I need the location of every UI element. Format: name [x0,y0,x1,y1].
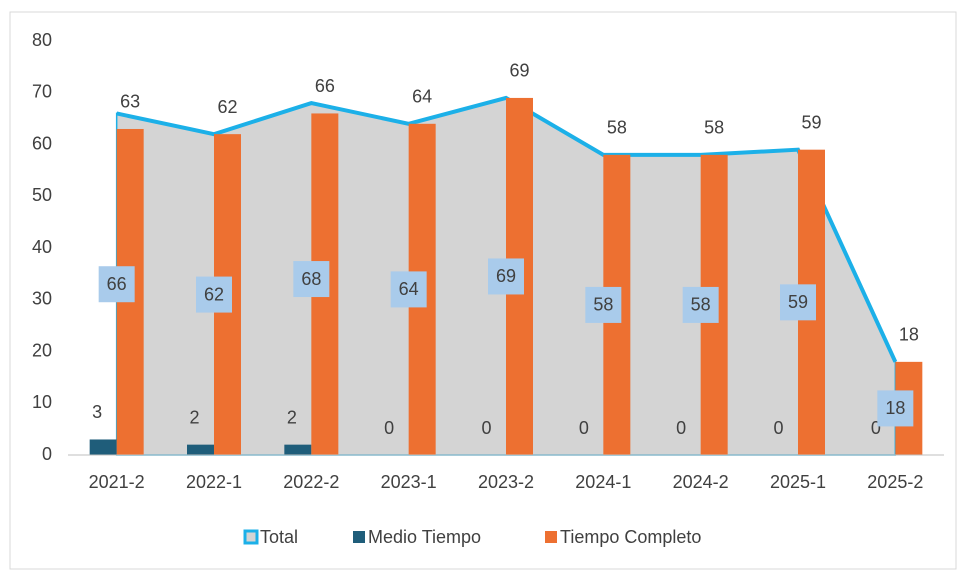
x-tick-label: 2022-1 [186,472,242,492]
data-label: 18 [899,325,919,345]
x-tick-label: 2025-1 [770,472,826,492]
total-label-box [877,390,914,427]
total-label-box [98,266,135,303]
x-tick-label: 2024-2 [673,472,729,492]
total-label: 18 [885,398,905,418]
x-tick-label: 2025-2 [867,472,923,492]
y-tick-label: 40 [32,237,52,257]
bar [284,444,312,455]
data-label: 58 [704,118,724,138]
x-tick-label: 2023-1 [381,472,437,492]
data-label: 66 [315,76,335,96]
data-label: 59 [801,112,821,132]
data-label: 63 [120,92,140,112]
y-tick-label: 50 [32,185,52,205]
bar [187,444,214,455]
y-tick-label: 70 [32,82,52,102]
total-label-box [390,271,427,308]
data-label: 2 [189,407,199,427]
total-label-box [488,258,524,295]
data-label: 69 [509,61,529,81]
total-label: 69 [496,266,516,286]
y-tick-label: 0 [42,444,52,464]
total-label: 68 [301,269,321,289]
data-label: 3 [92,402,102,422]
total-label: 58 [593,295,613,315]
data-label: 62 [217,97,237,117]
data-label: 2 [287,407,297,427]
data-label: 0 [773,418,783,438]
y-tick-label: 20 [32,340,52,360]
total-label-box [682,286,719,323]
x-tick-label: 2022-2 [283,472,339,492]
legend-label: Medio Tiempo [368,527,481,547]
legend-swatch [545,531,557,543]
y-tick-label: 30 [32,289,52,309]
legend-label: Tiempo Completo [560,527,701,547]
total-label-box [780,284,816,321]
total-label-box [293,261,330,298]
total-label: 62 [204,284,224,304]
y-tick-label: 80 [32,30,52,50]
total-label-box [196,276,232,313]
data-label: 0 [676,418,686,438]
x-tick-label: 2021-2 [89,472,145,492]
x-tick-label: 2023-2 [478,472,534,492]
data-label: 0 [481,418,491,438]
data-label: 0 [871,418,881,438]
legend-label: Total [260,527,298,547]
total-label: 59 [788,292,808,312]
total-label-box [585,286,622,323]
data-label: 58 [607,118,627,138]
data-label: 64 [412,87,432,107]
legend-swatch [243,529,259,545]
total-label: 58 [691,295,711,315]
data-label: 0 [579,418,589,438]
y-tick-label: 10 [32,392,52,412]
x-tick-label: 2024-1 [575,472,631,492]
total-label: 64 [399,279,419,299]
bar [89,439,117,455]
legend-swatch [353,531,365,543]
total-label: 66 [107,274,127,294]
chart-border [9,11,957,570]
data-label: 0 [384,418,394,438]
y-tick-label: 60 [32,133,52,153]
